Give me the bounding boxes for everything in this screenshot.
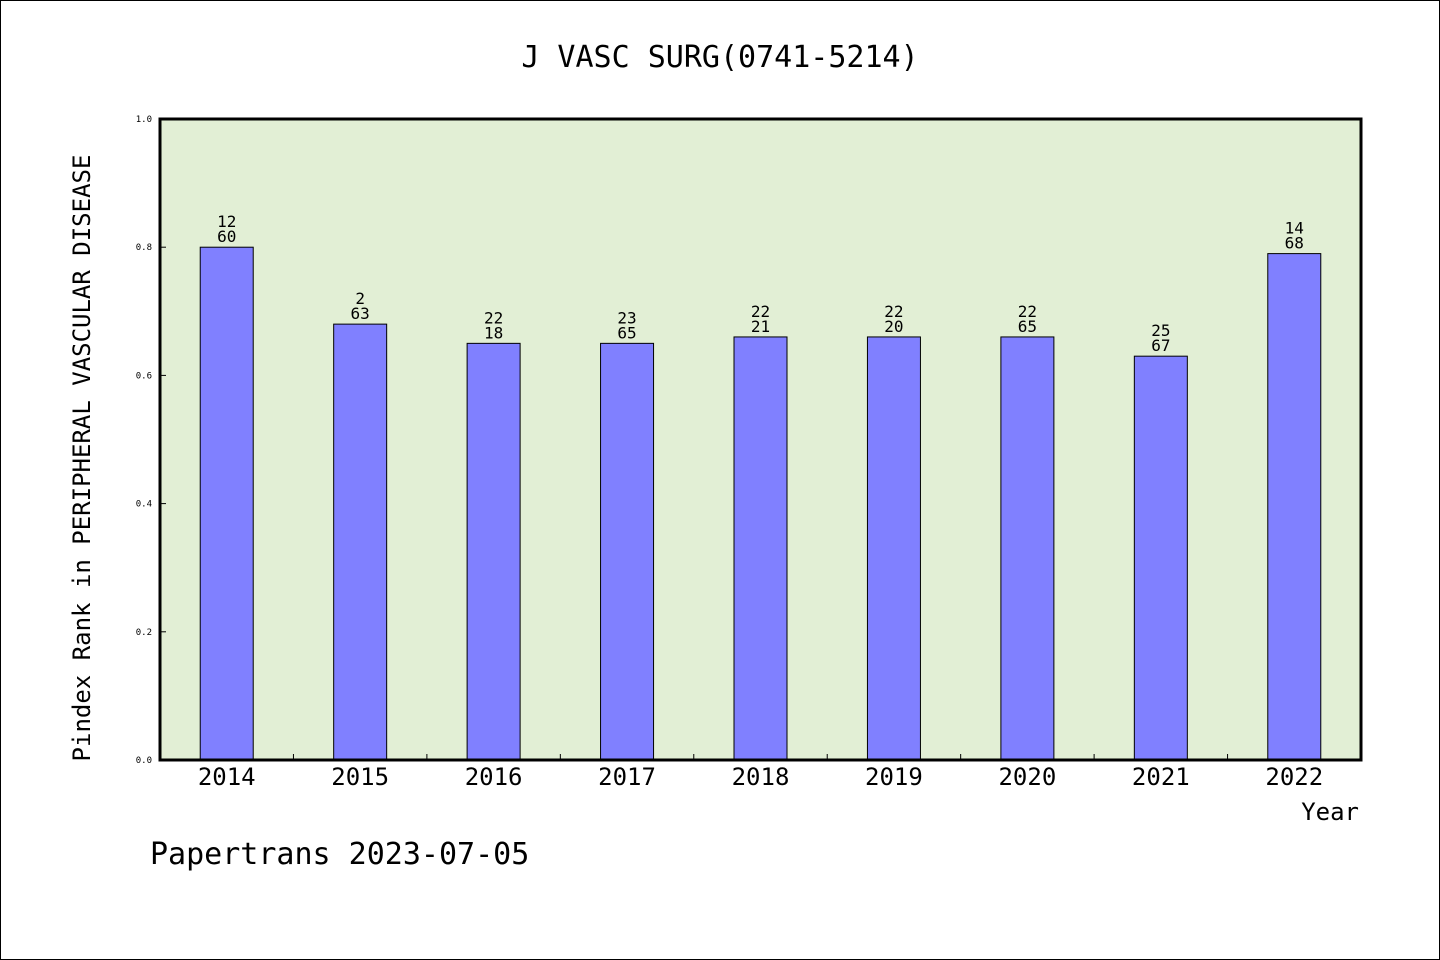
bar-label-bottom: 68 — [1285, 234, 1304, 253]
bar-label-bottom: 60 — [217, 227, 236, 246]
x-tick-label: 2019 — [865, 763, 923, 791]
bar — [466, 342, 521, 761]
x-tick-label: 2017 — [598, 763, 656, 791]
x-tick-label: 2016 — [465, 763, 523, 791]
plot-area — [158, 117, 1363, 762]
chart-title: J VASC SURG(0741-5214) — [521, 40, 918, 75]
y-tick-label: 0.8 — [136, 243, 152, 253]
bar-label-top: 22 — [751, 302, 770, 321]
bar-label-top: 14 — [1285, 219, 1304, 238]
bar-label-bottom: 21 — [751, 317, 770, 336]
x-axis-label: Year — [1301, 798, 1359, 826]
bar-label-bottom: 65 — [617, 323, 636, 342]
y-axis-label: Pindex Rank in PERIPHERAL VASCULAR DISEA… — [68, 155, 96, 762]
bar-label-bottom: 18 — [484, 323, 503, 342]
x-tick-label: 2022 — [1265, 763, 1323, 791]
bar-label-bottom: 67 — [1151, 336, 1170, 355]
bar — [1000, 336, 1055, 761]
bar-label-bottom: 65 — [1018, 317, 1037, 336]
bar — [333, 323, 388, 761]
x-tick-label: 2020 — [998, 763, 1056, 791]
bar-label-top: 12 — [217, 212, 236, 231]
bar — [866, 336, 921, 761]
x-tick-label: 2021 — [1132, 763, 1190, 791]
bar — [1267, 253, 1322, 761]
bar-label-top: 22 — [484, 308, 503, 327]
x-tick-label: 2014 — [198, 763, 256, 791]
y-tick-label: 0.4 — [136, 500, 152, 510]
bar — [733, 336, 788, 761]
bar — [1133, 355, 1188, 761]
bar-label-top: 25 — [1151, 321, 1170, 340]
y-tick-label: 0.2 — [136, 628, 152, 638]
bar-label-top: 22 — [884, 302, 903, 321]
y-tick-label: 0.0 — [136, 756, 152, 766]
bar-label-bottom: 63 — [351, 304, 370, 323]
y-tick-label: 0.6 — [136, 371, 152, 381]
bar — [199, 246, 254, 761]
bar — [600, 342, 655, 761]
footer-text: Papertrans 2023-07-05 — [150, 837, 529, 872]
x-tick-label: 2015 — [331, 763, 389, 791]
bar-label-bottom: 20 — [884, 317, 903, 336]
bar-label-top: 22 — [1018, 302, 1037, 321]
x-tick-label: 2018 — [732, 763, 790, 791]
bar-label-top: 2 — [355, 289, 365, 308]
bar-label-top: 23 — [617, 308, 636, 327]
y-tick-label: 1.0 — [136, 115, 152, 125]
